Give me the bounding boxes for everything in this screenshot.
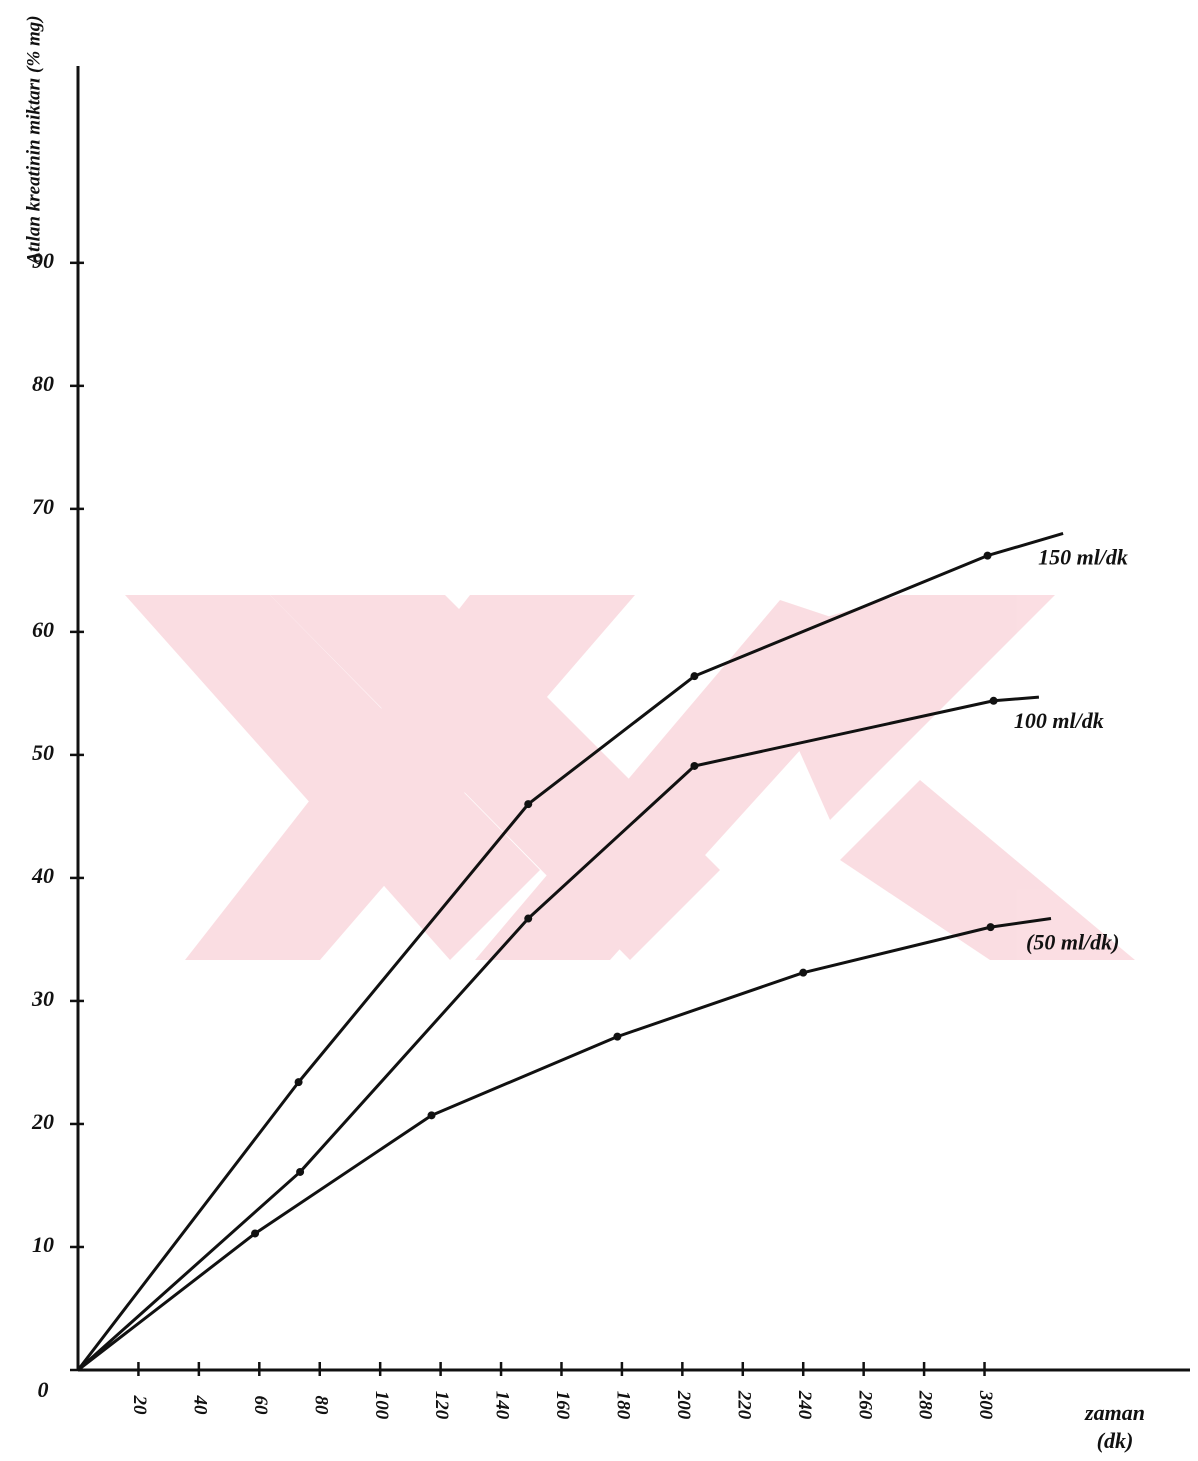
y-tick-label: 50 — [32, 740, 54, 765]
data-point — [990, 697, 998, 705]
x-tick-label: 240 — [794, 1390, 815, 1420]
y-axis-label: Atılan kreatinin miktarı (% mg) — [23, 15, 44, 265]
chart: Atılan kreatinin miktarı (% mg) zaman (d… — [0, 0, 1198, 1461]
data-point — [799, 969, 807, 977]
y-tick-label: 0 — [38, 1377, 49, 1402]
x-tick-label: 80 — [310, 1396, 331, 1416]
x-tick-label: 220 — [733, 1390, 754, 1420]
x-tick-label: 140 — [492, 1391, 513, 1420]
y-tick-label: 30 — [31, 986, 54, 1011]
x-tick-label: 160 — [552, 1391, 573, 1420]
x-tick-label: 120 — [431, 1391, 452, 1420]
y-tick-label: 60 — [32, 617, 54, 642]
y-tick-label: 70 — [32, 494, 54, 519]
y-tick-label: 80 — [32, 371, 54, 396]
series-label: (50 ml/dk) — [1026, 930, 1120, 955]
data-point — [524, 915, 532, 923]
x-axis-unit: (dk) — [1097, 1428, 1134, 1453]
x-tick-label: 180 — [613, 1391, 634, 1420]
watermark — [125, 595, 1135, 960]
x-tick-label: 300 — [975, 1390, 996, 1420]
x-tick-label: 40 — [190, 1395, 211, 1416]
x-tick-label: 280 — [915, 1390, 936, 1420]
data-point — [690, 762, 698, 770]
y-tick-label: 40 — [31, 863, 54, 888]
data-point — [295, 1078, 303, 1086]
data-point — [613, 1033, 621, 1041]
x-tick-label: 60 — [250, 1396, 271, 1416]
x-tick-label: 100 — [371, 1391, 392, 1420]
y-tick-label: 90 — [32, 248, 54, 273]
series-line — [78, 919, 1051, 1370]
data-point — [296, 1168, 304, 1176]
y-tick-label: 10 — [32, 1232, 54, 1257]
series-label: 100 ml/dk — [1014, 708, 1104, 733]
series-label: 150 ml/dk — [1038, 545, 1128, 570]
data-point — [428, 1111, 436, 1119]
data-point — [524, 800, 532, 808]
x-tick-label: 200 — [673, 1390, 694, 1420]
x-tick-label: 20 — [129, 1395, 150, 1416]
data-point — [984, 552, 992, 560]
data-point — [987, 923, 995, 931]
x-tick-label: 260 — [854, 1390, 875, 1420]
data-point — [251, 1229, 259, 1237]
y-tick-label: 20 — [31, 1109, 54, 1134]
x-axis-label: zaman — [1084, 1400, 1145, 1425]
data-point — [690, 672, 698, 680]
